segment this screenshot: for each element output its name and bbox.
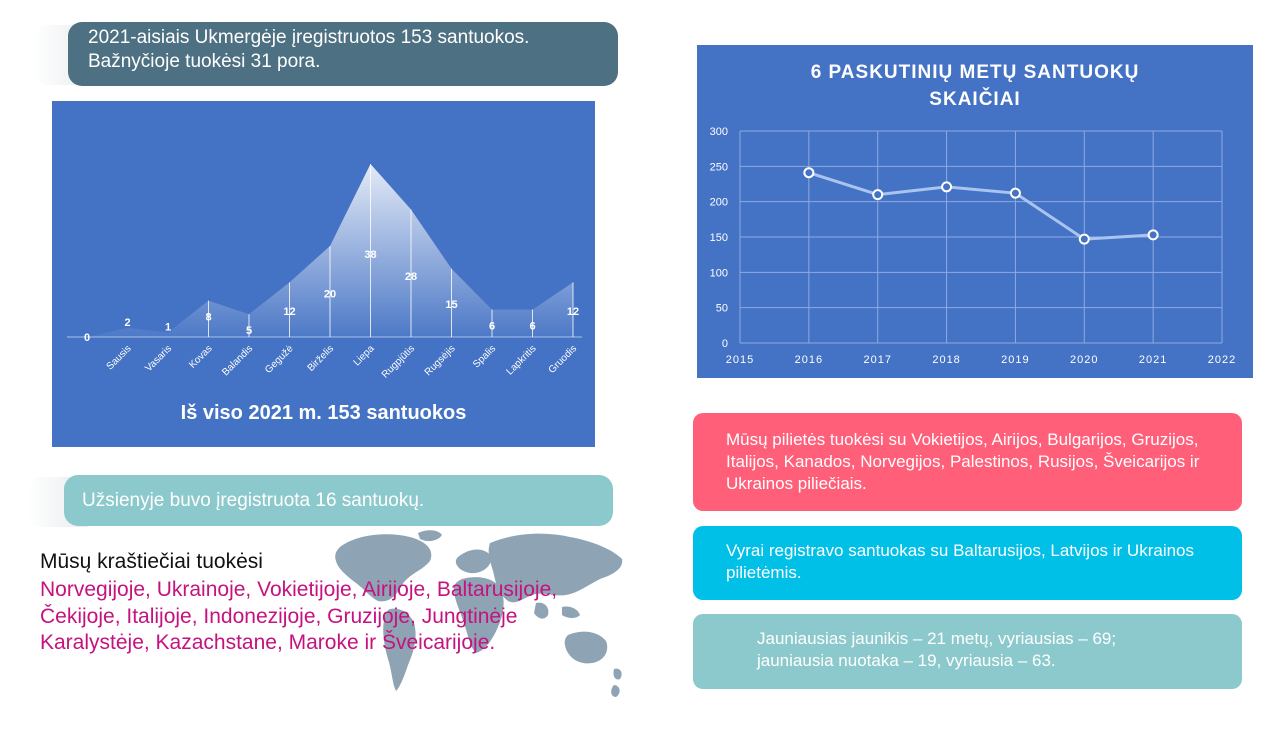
men-marriages-text: Vyrai registravo santuokas su Baltarusij… xyxy=(726,541,1195,582)
x-tick-label: 2018 xyxy=(932,354,960,366)
x-tick-label: 2015 xyxy=(726,354,754,366)
data-label: 28 xyxy=(405,271,417,283)
category-label: Spalis xyxy=(471,343,498,370)
summary-banner: 2021-aisiais Ukmergėje įregistruotos 153… xyxy=(68,22,618,86)
x-tick-label: 2022 xyxy=(1208,354,1236,366)
x-tick-label: 2016 xyxy=(795,354,823,366)
data-label: 6 xyxy=(529,321,535,333)
category-label: Sausis xyxy=(105,343,134,372)
data-label: 8 xyxy=(205,312,211,324)
x-tick-label: 2021 xyxy=(1139,354,1167,366)
x-tick-label: 2020 xyxy=(1070,354,1098,366)
y-tick-label: 150 xyxy=(710,232,728,244)
line-chart-svg: 0 50 100 150 200 250 300 2015 2016 2017 2018 2019 20… xyxy=(710,126,1236,366)
x-tick-label: 2017 xyxy=(863,354,891,366)
data-label: 2 xyxy=(124,317,130,329)
category-label: Vasaris xyxy=(143,343,174,374)
data-label: 12 xyxy=(567,306,579,318)
foreign-citizens-text: Mūsų pilietės tuokėsi su Vokietijos, Air… xyxy=(726,430,1200,493)
y-tick-label: 50 xyxy=(716,303,728,315)
line-chart-title: 6 PASKUTINIŲ METŲ SANTUOKŲ SKAIČIAI xyxy=(810,62,1140,110)
category-label: Rugsėjis xyxy=(423,343,458,378)
data-label: 20 xyxy=(324,288,336,300)
area-chart-svg: 0 2 Sausis 1 Vasaris 8 Kovas 5 Balandis 12 Gegužė 2… xyxy=(67,164,582,381)
category-label: Lapkritis xyxy=(505,343,539,377)
monthly-area-chart: 0 2 Sausis 1 Vasaris 8 Kovas 5 Balandis 12 Gegužė 2… xyxy=(52,101,595,447)
data-label: 12 xyxy=(283,306,295,318)
y-tick-label: 300 xyxy=(710,126,728,138)
ages-box: Jauniausias jaunikis – 21 metų, vyriausi… xyxy=(693,614,1242,689)
category-label: Birželis xyxy=(306,343,337,374)
y-tick-label: 100 xyxy=(710,267,728,279)
category-label: Gegužė xyxy=(263,343,296,376)
ages-line-1: Jauniausias jaunikis – 21 metų, vyriausi… xyxy=(757,629,1117,648)
data-label: 1 xyxy=(165,321,171,333)
data-label: 5 xyxy=(246,325,252,337)
y-tick-label: 250 xyxy=(710,161,728,173)
data-label: 38 xyxy=(364,249,376,261)
men-marriages-box: Vyrai registravo santuokas su Baltarusij… xyxy=(693,526,1242,600)
line-point xyxy=(1147,229,1159,241)
category-label: Gruodis xyxy=(547,343,580,376)
abroad-banner: Užsienyje buvo įregistruota 16 santuokų. xyxy=(64,475,613,526)
data-label: 6 xyxy=(489,321,495,333)
y-tick-label: 0 xyxy=(722,338,728,350)
line-point xyxy=(1078,233,1090,245)
category-label: Liepa xyxy=(352,343,377,368)
x-tick-label: 2019 xyxy=(1001,354,1029,366)
summary-line-1: 2021-aisiais Ukmergėje įregistruotos 153… xyxy=(88,27,530,48)
abroad-text: Užsienyje buvo įregistruota 16 santuokų. xyxy=(82,490,425,511)
countrymen-heading: Mūsų kraštiečiai tuokėsi xyxy=(40,550,263,573)
countrymen-list: Norvegijoje, Ukrainoje, Vokietijoje, Air… xyxy=(40,578,558,654)
line-point xyxy=(1009,187,1021,199)
summary-line-2: Bažnyčioje tuokėsi 31 pora. xyxy=(88,51,321,72)
line-point xyxy=(872,189,884,201)
ages-line-2: jauniausia nuotaka – 19, vyriausia – 63. xyxy=(757,651,1056,670)
category-label: Rugpjūtis xyxy=(380,343,417,380)
foreign-citizens-box: Mūsų pilietės tuokėsi su Vokietijos, Air… xyxy=(693,413,1242,511)
data-label: 15 xyxy=(445,299,457,311)
world-map-icon xyxy=(335,530,623,697)
line-point xyxy=(941,181,953,193)
yearly-line-chart: 6 PASKUTINIŲ METŲ SANTUOKŲ SKAIČIAI 0 50 1… xyxy=(697,45,1253,378)
line-point xyxy=(803,167,815,179)
category-label: Kovas xyxy=(187,343,214,370)
area-chart-total: Iš viso 2021 m. 153 santuokos xyxy=(180,402,467,424)
y-tick-label: 200 xyxy=(710,197,728,209)
data-label: 0 xyxy=(84,332,90,344)
line-series xyxy=(808,171,1154,241)
category-label: Balandis xyxy=(220,343,255,378)
